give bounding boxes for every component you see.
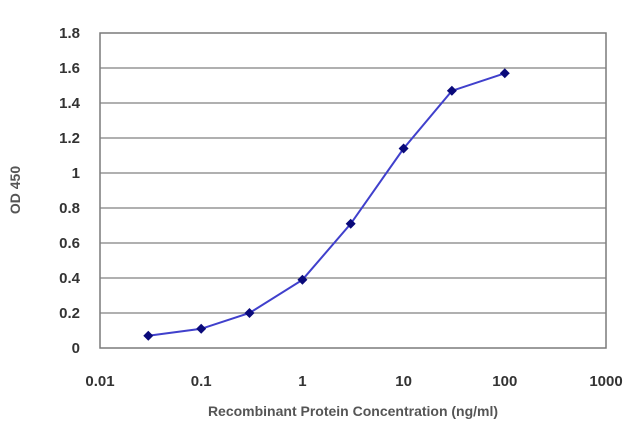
y-tick-label: 0.8 bbox=[59, 200, 80, 217]
data-series bbox=[143, 68, 510, 341]
y-tick-label: 0.6 bbox=[59, 235, 80, 252]
y-tick-label: 1.6 bbox=[59, 60, 80, 77]
y-tick-label: 1 bbox=[72, 165, 80, 182]
x-tick-labels: 0.01 0.1 1 10 100 1000 bbox=[85, 373, 622, 390]
x-tick-label: 100 bbox=[492, 373, 517, 390]
data-point bbox=[143, 330, 154, 341]
y-tick-label: 0.2 bbox=[59, 305, 80, 322]
data-point bbox=[345, 218, 356, 229]
x-tick-label: 0.01 bbox=[85, 373, 114, 390]
y-tick-label: 0 bbox=[72, 340, 80, 357]
data-point bbox=[398, 143, 409, 154]
y-tick-label: 1.4 bbox=[59, 95, 81, 112]
y-tick-label: 0.4 bbox=[59, 270, 81, 287]
x-tick-label: 10 bbox=[395, 373, 412, 390]
x-tick-label: 0.1 bbox=[191, 373, 212, 390]
series-line bbox=[148, 72, 506, 337]
y-tick-label: 1.8 bbox=[59, 25, 80, 42]
data-point bbox=[196, 323, 207, 334]
x-axis-title: Recombinant Protein Concentration (ng/ml… bbox=[208, 403, 498, 419]
y-axis-title: OD 450 bbox=[7, 166, 23, 214]
y-tick-label: 1.2 bbox=[59, 130, 80, 147]
y-tick-labels: 0 0.2 0.4 0.6 0.8 1 1.2 1.4 1.6 1.8 bbox=[59, 25, 81, 357]
data-point bbox=[244, 308, 255, 318]
x-tick-label: 1 bbox=[298, 373, 306, 390]
x-tick-label: 1000 bbox=[589, 373, 622, 390]
grid-lines bbox=[100, 67, 606, 314]
plot-area bbox=[99, 32, 607, 349]
data-point bbox=[446, 85, 457, 96]
data-point bbox=[297, 274, 308, 285]
data-point bbox=[499, 68, 510, 79]
